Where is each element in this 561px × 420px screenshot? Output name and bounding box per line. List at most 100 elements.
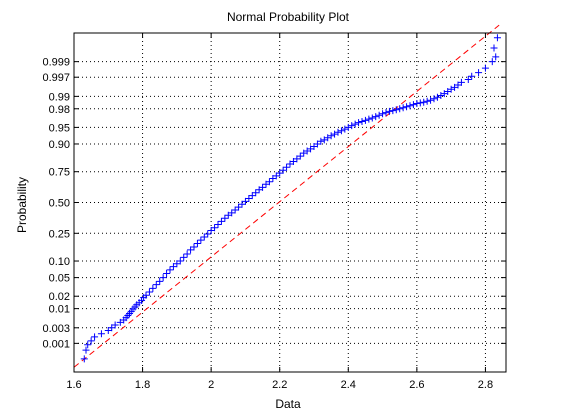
data-point xyxy=(204,230,212,238)
y-tick-label: 0.98 xyxy=(49,104,70,116)
data-point xyxy=(193,239,201,247)
data-point xyxy=(183,250,191,258)
data-point xyxy=(406,102,414,110)
data-point xyxy=(248,192,256,200)
data-point xyxy=(296,152,304,160)
data-point xyxy=(152,281,160,289)
data-point xyxy=(337,127,345,135)
data-point xyxy=(235,203,243,211)
data-point xyxy=(228,209,236,217)
data-point xyxy=(221,214,229,222)
data-point xyxy=(111,321,119,329)
data-point xyxy=(385,107,393,115)
data-point xyxy=(252,189,260,197)
data-point xyxy=(166,266,174,274)
data-point xyxy=(214,220,222,228)
data-point xyxy=(368,114,376,122)
data-point xyxy=(382,109,390,117)
data-point xyxy=(259,183,267,191)
data-point xyxy=(87,337,95,345)
data-point xyxy=(423,97,431,105)
data-point xyxy=(156,277,164,285)
data-point xyxy=(283,163,291,171)
y-tick-label: 0.95 xyxy=(49,122,70,134)
y-axis-label: Probability xyxy=(15,177,29,233)
data-point xyxy=(327,132,335,140)
data-point xyxy=(355,119,363,127)
reference-line xyxy=(73,24,500,368)
y-axis-ticks: 0.001 0.003 0.010.02 0.05 0.10 0.25 0.50 0.75 0.… xyxy=(42,57,506,350)
data-point xyxy=(331,130,339,138)
data-point xyxy=(82,346,90,354)
data-point xyxy=(490,44,498,52)
data-point xyxy=(447,85,455,93)
data-point xyxy=(481,64,489,72)
grid-lines xyxy=(73,33,506,372)
data-point xyxy=(409,101,417,109)
data-point xyxy=(187,246,195,254)
data-point xyxy=(97,330,105,338)
y-tick-label: 0.999 xyxy=(42,57,70,69)
x-tick-label: 2.2 xyxy=(272,379,287,391)
data-point xyxy=(169,263,177,271)
reference-line-segment xyxy=(73,24,500,368)
data-point xyxy=(145,288,153,296)
data-point xyxy=(492,53,500,61)
data-point xyxy=(493,34,501,42)
data-point xyxy=(317,137,325,145)
x-tick-label: 2 xyxy=(208,379,214,391)
data-point xyxy=(200,233,208,241)
data-point xyxy=(163,269,171,277)
data-point xyxy=(238,200,246,208)
y-tick-label: 0.75 xyxy=(49,167,70,179)
x-tick-label: 1.6 xyxy=(66,379,81,391)
data-point xyxy=(379,110,387,118)
data-point xyxy=(468,72,476,80)
data-point xyxy=(457,78,465,86)
y-tick-label: 0.003 xyxy=(42,323,70,335)
x-axis-ticks: 1.6 1.8 2 2.2 2.4 2.6 2.8 xyxy=(66,33,493,391)
data-point xyxy=(399,104,407,112)
data-point xyxy=(241,197,249,205)
data-point xyxy=(464,76,472,84)
data-point xyxy=(91,333,99,341)
data-point xyxy=(231,206,239,214)
data-point xyxy=(265,178,273,186)
y-tick-label: 0.01 xyxy=(49,304,70,316)
y-tick-label: 0.99 xyxy=(49,91,70,103)
data-point xyxy=(389,107,397,115)
y-tick-label: 0.02 xyxy=(49,291,70,303)
data-point xyxy=(176,257,184,265)
data-point xyxy=(149,284,157,292)
y-tick-label: 0.001 xyxy=(42,338,70,350)
data-point xyxy=(488,58,496,66)
data-point xyxy=(341,125,349,133)
data-point xyxy=(279,166,287,174)
data-point xyxy=(403,103,411,111)
data-point xyxy=(396,105,404,113)
data-point xyxy=(361,116,369,124)
data-point xyxy=(142,291,150,299)
x-axis-label: Data xyxy=(275,397,301,411)
y-tick-label: 0.50 xyxy=(49,198,70,210)
data-point xyxy=(348,122,356,130)
data-point xyxy=(211,224,219,232)
x-tick-label: 2.6 xyxy=(409,379,424,391)
y-tick-label: 0.997 xyxy=(42,72,70,84)
x-tick-label: 2.4 xyxy=(341,379,356,391)
y-tick-label: 0.25 xyxy=(49,228,70,240)
data-point xyxy=(437,91,445,99)
y-tick-label: 0.10 xyxy=(49,256,70,268)
x-tick-label: 2.8 xyxy=(478,379,493,391)
data-point xyxy=(358,117,366,125)
data-point xyxy=(197,236,205,244)
data-point xyxy=(276,169,284,177)
data-point xyxy=(430,95,438,103)
data-point xyxy=(351,120,359,128)
y-tick-label: 0.05 xyxy=(49,273,70,285)
data-point xyxy=(334,128,342,136)
y-tick-label: 0.90 xyxy=(49,139,70,151)
data-point xyxy=(372,113,380,121)
data-point xyxy=(427,96,435,104)
